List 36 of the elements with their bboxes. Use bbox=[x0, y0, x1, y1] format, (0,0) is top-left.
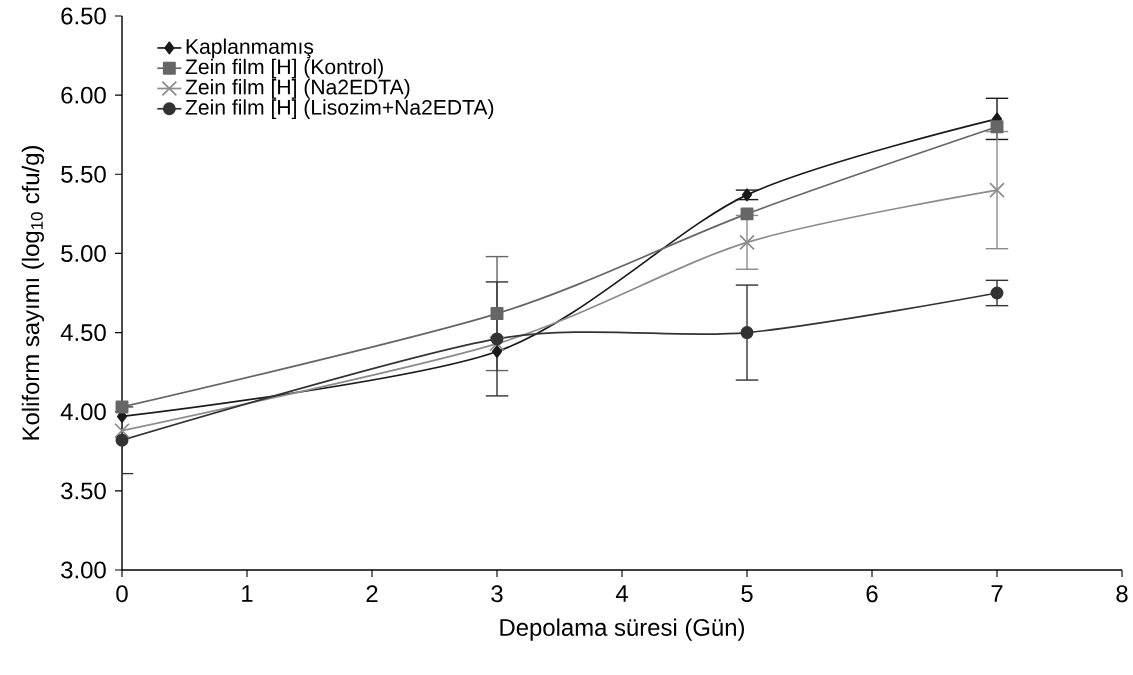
point bbox=[114, 422, 130, 439]
y-tick-label: 5.00 bbox=[61, 244, 106, 262]
legend-label: Zein film [H] (Na2EDTA) bbox=[185, 79, 410, 99]
x-tick-label: 1 bbox=[242, 585, 253, 602]
y-tick-label: 6.00 bbox=[61, 86, 106, 104]
point bbox=[741, 188, 753, 202]
y-tick-label: 5.50 bbox=[61, 165, 106, 183]
point bbox=[115, 433, 129, 447]
x-tick-label: 2 bbox=[366, 585, 378, 602]
x-tick-label: 0 bbox=[116, 585, 128, 603]
point bbox=[990, 286, 1004, 300]
point bbox=[491, 345, 503, 359]
x-tick-label: 6 bbox=[866, 585, 878, 603]
y-tick-label: 3.00 bbox=[61, 561, 106, 579]
x-tick-label: 7 bbox=[991, 585, 1003, 602]
point bbox=[490, 307, 504, 321]
x-tick-label: 8 bbox=[1116, 585, 1128, 603]
point bbox=[740, 207, 754, 221]
point bbox=[989, 182, 1005, 198]
x-tick-label: 4 bbox=[615, 585, 628, 602]
y-tick-label: 3.50 bbox=[61, 482, 106, 500]
legend-label: Kaplanmamış bbox=[186, 38, 314, 59]
legend-label: Zein film [H] (Kontrol) bbox=[185, 58, 383, 79]
point bbox=[115, 400, 129, 414]
x-tick-label: 3 bbox=[491, 585, 503, 603]
x-tick-label: 5 bbox=[741, 585, 753, 602]
legend-label: Zein film [H] (Lisozim+Na2EDTA) bbox=[185, 99, 494, 119]
y-tick-label: 4.50 bbox=[60, 324, 106, 342]
point bbox=[490, 332, 504, 346]
y-tick-label: 6.50 bbox=[61, 7, 106, 25]
y-tick-label: 4.00 bbox=[60, 403, 106, 421]
point bbox=[990, 120, 1004, 134]
point bbox=[739, 234, 755, 251]
x-axis-title: Depolama süresi (Gün) bbox=[500, 618, 744, 641]
point bbox=[740, 326, 754, 340]
y-axis-title: Koliform sayımı (log$_{10}$ cfu/g) bbox=[21, 146, 44, 440]
